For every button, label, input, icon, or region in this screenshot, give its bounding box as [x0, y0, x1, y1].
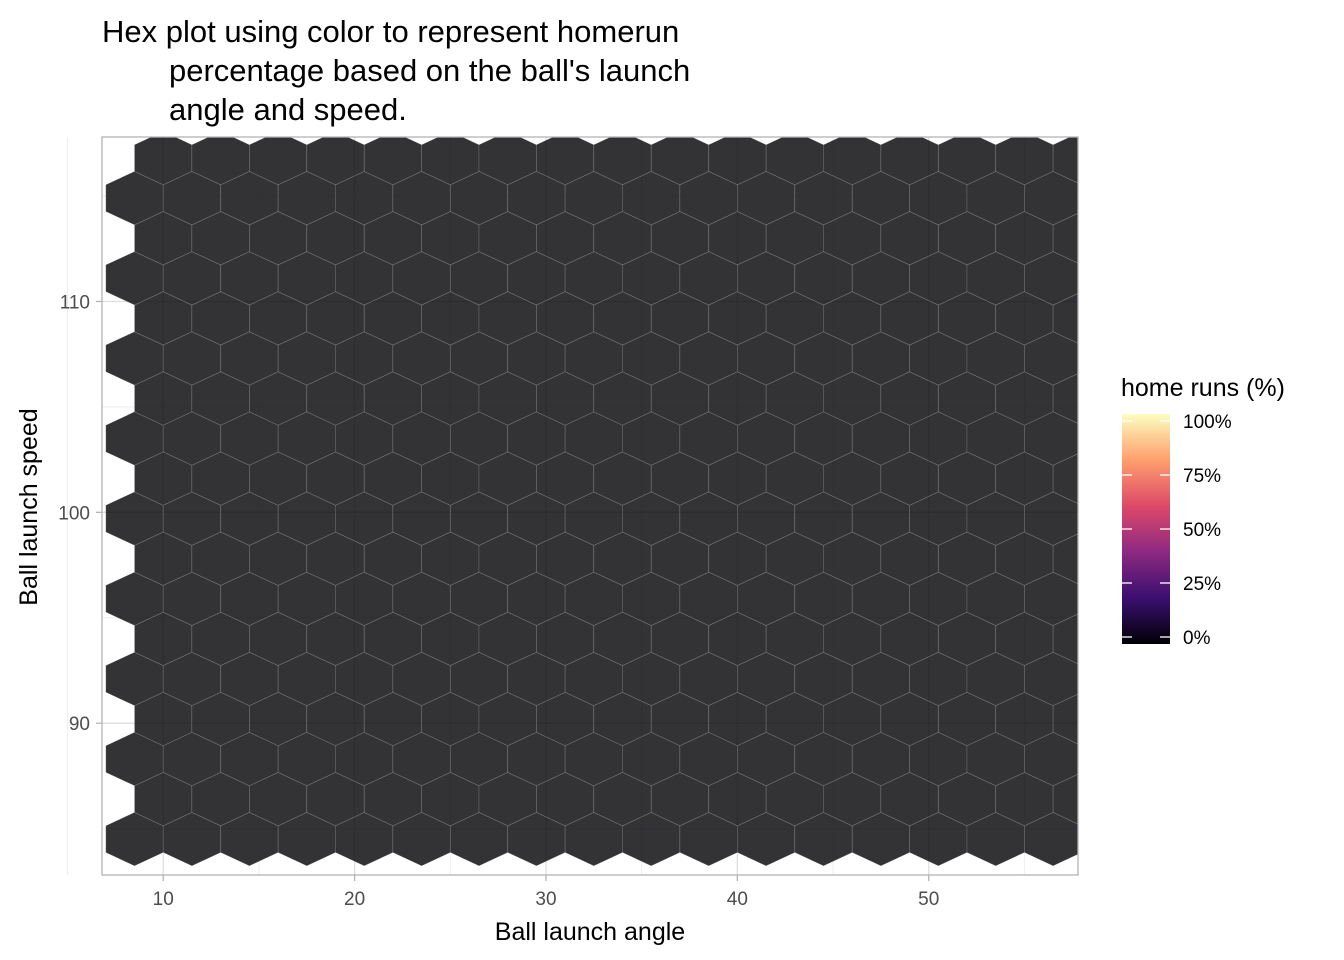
title-line-1: Hex plot using color to represent homeru…: [102, 14, 680, 49]
legend-tick-label: 25%: [1183, 574, 1221, 595]
chart-title: Hex plot using color to represent homeru…: [102, 12, 690, 129]
x-tick-label: 50: [918, 889, 939, 910]
legend-ticks: 100% 75% 50% 25% 0%: [1122, 412, 1232, 649]
title-line-3: angle and speed.: [169, 92, 407, 127]
x-tick-label: 20: [344, 889, 365, 910]
legend-tick-label: 75%: [1183, 466, 1221, 487]
hex-cell: [1052, 137, 1078, 184]
x-tick-label: 40: [727, 889, 748, 910]
y-tick-label: 90: [69, 714, 90, 735]
x-axis-ticks: 10 20 30 40 50: [153, 875, 939, 910]
legend: home runs (%) 100% 75% 50% 25% 0%: [1121, 374, 1285, 649]
y-tick-label: 100: [58, 503, 90, 524]
x-axis-title: Ball launch angle: [495, 918, 685, 946]
y-tick-label: 110: [60, 292, 90, 313]
y-axis-title: Ball launch speed: [15, 408, 43, 605]
legend-title: home runs (%): [1121, 374, 1285, 402]
x-tick-label: 10: [153, 889, 174, 910]
y-axis-ticks: 90 100 110: [58, 292, 102, 735]
panel-border: [101, 136, 1079, 876]
legend-tick-label: 0%: [1183, 628, 1211, 649]
title-line-2: percentage based on the ball's launch: [169, 53, 691, 88]
hex-cells: [105, 137, 1078, 867]
legend-tick-label: 50%: [1183, 520, 1221, 541]
legend-tick-label: 100%: [1183, 412, 1232, 433]
x-tick-label: 30: [535, 889, 556, 910]
